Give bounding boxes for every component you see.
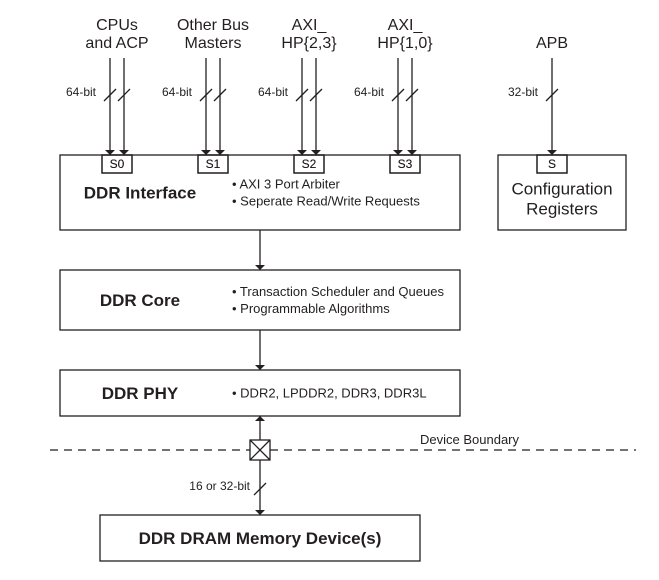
bus-width: 32-bit bbox=[508, 85, 539, 99]
input-title: HP{2,3} bbox=[281, 35, 337, 52]
ddr-core-title: DDR Core bbox=[100, 291, 180, 310]
ddr-interface-bullet: • AXI 3 Port Arbiter bbox=[232, 177, 341, 192]
arrowhead bbox=[311, 150, 321, 155]
port-label: S1 bbox=[206, 157, 221, 171]
arrowhead bbox=[105, 150, 115, 155]
arrowhead bbox=[119, 150, 129, 155]
input-title: HP{1,0} bbox=[377, 35, 433, 52]
ddr-phy-bullet: • DDR2, LPDDR2, DDR3, DDR3L bbox=[232, 386, 427, 401]
bus-width: 64-bit bbox=[66, 85, 97, 99]
arrowhead bbox=[201, 150, 211, 155]
arrowhead bbox=[547, 150, 557, 155]
input-title: AXI_ bbox=[292, 17, 328, 34]
port-label: S3 bbox=[398, 157, 413, 171]
ddr-interface-bullet: • Seperate Read/Write Requests bbox=[232, 194, 420, 209]
arrowhead bbox=[255, 365, 265, 370]
config-registers-title: Configuration bbox=[511, 179, 612, 198]
input-title: AXI_ bbox=[388, 17, 424, 34]
input-title: and ACP bbox=[85, 35, 148, 52]
config-registers-title: Registers bbox=[526, 199, 598, 218]
ddr-phy-title: DDR PHY bbox=[102, 384, 179, 403]
ddr-core-bullet: • Programmable Algorithms bbox=[232, 301, 390, 316]
ddr-core-bullet: • Transaction Scheduler and Queues bbox=[232, 284, 444, 299]
bus-width: 64-bit bbox=[162, 85, 193, 99]
arrowhead bbox=[255, 416, 265, 421]
ddr-dram-title: DDR DRAM Memory Device(s) bbox=[139, 529, 382, 548]
port-label: S0 bbox=[110, 157, 125, 171]
device-boundary-label: Device Boundary bbox=[420, 432, 519, 447]
port-label: S bbox=[548, 157, 556, 171]
arrowhead bbox=[255, 265, 265, 270]
input-title: Masters bbox=[185, 35, 242, 52]
bus-width: 64-bit bbox=[354, 85, 385, 99]
arrowhead bbox=[297, 150, 307, 155]
bus-width: 64-bit bbox=[258, 85, 289, 99]
input-title: Other Bus bbox=[177, 17, 249, 34]
apb-title: APB bbox=[536, 35, 568, 52]
bus-width: 16 or 32-bit bbox=[189, 479, 250, 493]
arrowhead bbox=[215, 150, 225, 155]
arrowhead bbox=[407, 150, 417, 155]
ddr-interface-title: DDR Interface bbox=[84, 183, 196, 202]
arrowhead bbox=[255, 510, 265, 515]
input-title: CPUs bbox=[96, 17, 138, 34]
port-label: S2 bbox=[302, 157, 317, 171]
arrowhead bbox=[393, 150, 403, 155]
